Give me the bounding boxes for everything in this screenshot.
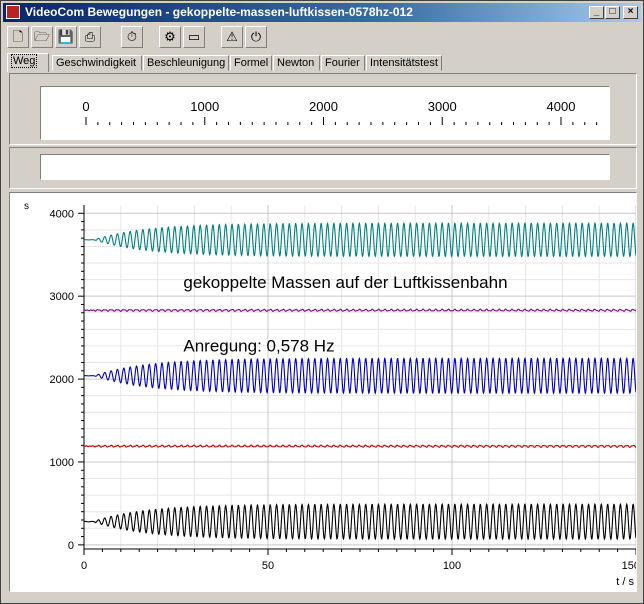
distance-time-chart[interactable]: 0 1000 2000 3000 4000 0 50 100 150 s t / s gekoppel…	[10, 193, 640, 591]
maximize-button[interactable]: □	[605, 6, 620, 19]
y-tick-label: 2000	[50, 374, 74, 386]
tab-strip: Weg Geschwindigkeit Beschleunigung Forme…	[5, 53, 639, 72]
chart-annotation: Anregung: 0,578 Hz	[183, 337, 334, 356]
display-icon[interactable]: ▭	[183, 26, 205, 48]
print-icon[interactable]: ⎙	[79, 26, 101, 48]
series-line	[83, 221, 637, 258]
tab-beschleunigung[interactable]: Beschleunigung	[143, 55, 229, 71]
tab-geschwindigkeit[interactable]: Geschwindigkeit	[52, 55, 142, 71]
open-file-icon[interactable]: 🗁	[31, 26, 53, 48]
plot-panel[interactable]: 0 1000 2000 3000 4000 0 50 100 150 s t / s gekoppel…	[9, 192, 640, 592]
scale-label: 0	[82, 99, 89, 114]
settings-icon[interactable]: ⚙	[159, 26, 181, 48]
scale-label: 4000	[547, 99, 576, 114]
y-axis-label: s	[24, 201, 29, 212]
title-bar[interactable]: VideoCom Bewegungen - gekoppelte-massen-…	[3, 3, 641, 22]
record-icon[interactable]: ⏻	[245, 26, 267, 48]
tab-intensitaetstest[interactable]: Intensitätstest	[366, 55, 442, 71]
x-tick-label: 150	[622, 560, 636, 572]
scale-ruler: 0 1000 2000 3000 4000	[82, 99, 598, 125]
series-line	[83, 308, 637, 312]
app-icon[interactable]	[6, 5, 20, 19]
text-field[interactable]	[40, 154, 610, 180]
x-tick-label: 100	[443, 560, 461, 572]
x-tick-label: 0	[81, 560, 87, 572]
y-tick-label: 0	[68, 540, 74, 552]
close-button[interactable]: ×	[623, 6, 638, 19]
x-axis-label: t / s	[616, 576, 634, 588]
minimize-button[interactable]: _	[589, 6, 604, 19]
x-tick-label: 50	[262, 560, 274, 572]
y-tick-label: 1000	[50, 457, 74, 469]
series-line	[83, 444, 637, 448]
scale-label: 3000	[428, 99, 457, 114]
tab-formel[interactable]: Formel	[230, 55, 272, 71]
save-file-icon[interactable]: 💾	[55, 26, 77, 48]
input-panel	[9, 147, 637, 189]
tab-weg[interactable]: Weg	[7, 53, 49, 72]
tab-label: Weg	[11, 54, 38, 68]
toolbar: 🗋 🗁 💾 ⎙ ⏱ ⚙ ▭ ⚠ ⏻	[3, 24, 641, 50]
window-title: VideoCom Bewegungen - gekoppelte-massen-…	[25, 5, 413, 19]
series-line	[83, 502, 637, 541]
scale-label: 2000	[309, 99, 338, 114]
y-tick-label: 4000	[50, 208, 74, 220]
new-file-icon[interactable]: 🗋	[7, 26, 29, 48]
scale-panel: 0 1000 2000 3000 4000	[9, 73, 637, 145]
timer-icon[interactable]: ⏱	[121, 26, 143, 48]
info-icon[interactable]: ⚠	[221, 26, 243, 48]
status-bar	[3, 594, 641, 602]
tab-newton[interactable]: Newton	[273, 55, 320, 71]
position-scale: 0 1000 2000 3000 4000	[40, 86, 610, 140]
scale-label: 1000	[190, 99, 219, 114]
chart-annotation: gekoppelte Massen auf der Luftkissenbahn	[183, 273, 507, 292]
tab-fourier[interactable]: Fourier	[321, 55, 365, 71]
y-tick-label: 3000	[50, 291, 74, 303]
series-line	[83, 356, 637, 395]
